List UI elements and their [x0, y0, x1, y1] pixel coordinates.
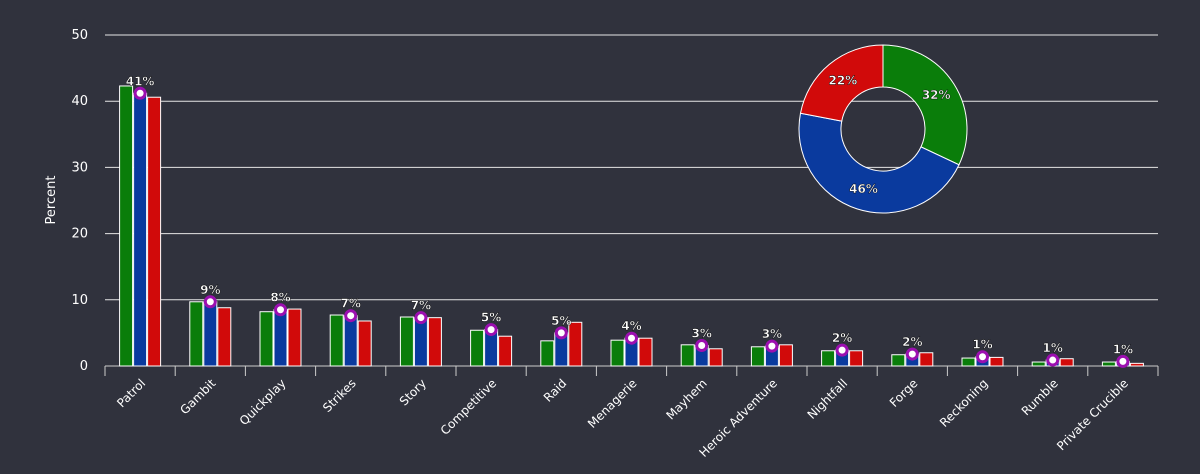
bar-green	[680, 344, 695, 367]
bar-red	[568, 321, 583, 367]
data-label: 5%	[551, 314, 571, 328]
x-tick-label: Menagerie	[585, 376, 640, 431]
y-tick-label: 0	[80, 359, 88, 374]
bar-blue	[273, 309, 288, 367]
bar-red	[147, 96, 162, 367]
bar-blue	[343, 315, 358, 367]
pie-label: 46%	[849, 182, 878, 196]
x-tick-label: Raid	[541, 376, 570, 405]
x-tick-label: Competitive	[438, 376, 500, 438]
data-label: 2%	[832, 331, 852, 345]
bar-red	[708, 348, 723, 367]
y-tick-label: 40	[71, 94, 88, 109]
x-tick-label: Quickplay	[237, 376, 289, 428]
data-label: 9%	[200, 283, 220, 297]
bar-green	[961, 357, 976, 367]
data-marker	[1046, 353, 1060, 367]
bar-green	[610, 339, 625, 367]
bar-green	[891, 354, 906, 367]
bar-red	[1129, 362, 1144, 367]
y-tick-label: 30	[71, 160, 88, 175]
bar-green	[1031, 361, 1046, 367]
pie-label: 32%	[922, 88, 951, 102]
bar-red	[989, 356, 1004, 367]
pie-slice	[798, 112, 960, 214]
x-tick-label: Heroic Adventure	[696, 376, 780, 460]
data-label: 3%	[762, 327, 782, 341]
x-tick-label: Reckoning	[937, 376, 991, 430]
x-tick-label: Nightfall	[805, 376, 851, 422]
bar-green	[189, 301, 204, 367]
data-label: 7%	[411, 299, 431, 313]
data-label: 41%	[126, 74, 155, 88]
bar-green	[329, 314, 344, 367]
y-axis-label: Percent	[44, 176, 59, 225]
data-label: 1%	[1043, 341, 1063, 355]
bar-green	[119, 85, 134, 367]
x-tick-label: Strikes	[320, 376, 359, 415]
x-tick-label: Rumble	[1019, 376, 1061, 418]
y-tick-label: 50	[71, 28, 88, 43]
bar-green	[750, 346, 765, 367]
pie-slice	[799, 44, 884, 122]
data-marker	[274, 303, 287, 317]
x-tick-label: Private Crucible	[1054, 376, 1131, 453]
bar-green	[540, 340, 555, 367]
data-marker	[835, 343, 849, 357]
data-marker	[625, 331, 638, 345]
data-marker	[554, 326, 568, 340]
data-label: 1%	[972, 338, 992, 352]
bar-red	[217, 307, 232, 367]
bar-blue	[413, 317, 428, 367]
data-label: 2%	[902, 335, 922, 349]
x-tick-label: Forge	[887, 376, 921, 410]
data-marker	[976, 350, 989, 364]
bar-blue	[133, 92, 148, 367]
bar-red	[1059, 358, 1074, 367]
bar-green	[821, 350, 836, 367]
bar-blue	[203, 301, 218, 367]
bar-green	[259, 311, 274, 367]
bar-green	[470, 329, 485, 367]
data-label: 1%	[1113, 342, 1133, 356]
data-marker	[765, 339, 779, 353]
pie-label: 22%	[828, 73, 857, 87]
data-marker	[484, 323, 498, 337]
bar-red	[919, 352, 934, 367]
bar-red	[849, 350, 864, 367]
bar-red	[427, 317, 442, 367]
x-tick-label: Patrol	[114, 376, 148, 410]
data-label: 5%	[481, 311, 501, 325]
data-marker	[344, 309, 358, 323]
bar-green	[399, 316, 414, 367]
bar-green	[1101, 361, 1116, 367]
y-tick-label: 20	[71, 227, 88, 242]
x-tick-label: Mayhem	[664, 376, 710, 422]
y-tick-label: 10	[71, 293, 88, 308]
bar-red	[498, 335, 513, 367]
bar-red	[638, 337, 653, 367]
x-tick-label: Gambit	[177, 376, 218, 417]
pie-slice	[882, 44, 968, 166]
data-marker	[414, 311, 428, 325]
data-marker	[203, 295, 217, 309]
data-label: 4%	[621, 319, 641, 333]
data-label: 7%	[341, 297, 361, 311]
bar-red	[287, 308, 302, 367]
bar-red	[778, 344, 793, 367]
data-marker	[905, 347, 919, 361]
data-marker	[133, 86, 147, 100]
data-marker	[1116, 354, 1130, 368]
data-label: 8%	[270, 291, 290, 305]
data-marker	[695, 338, 709, 352]
data-label: 3%	[692, 326, 712, 340]
x-tick-label: Story	[397, 376, 429, 408]
bar-red	[357, 320, 372, 367]
